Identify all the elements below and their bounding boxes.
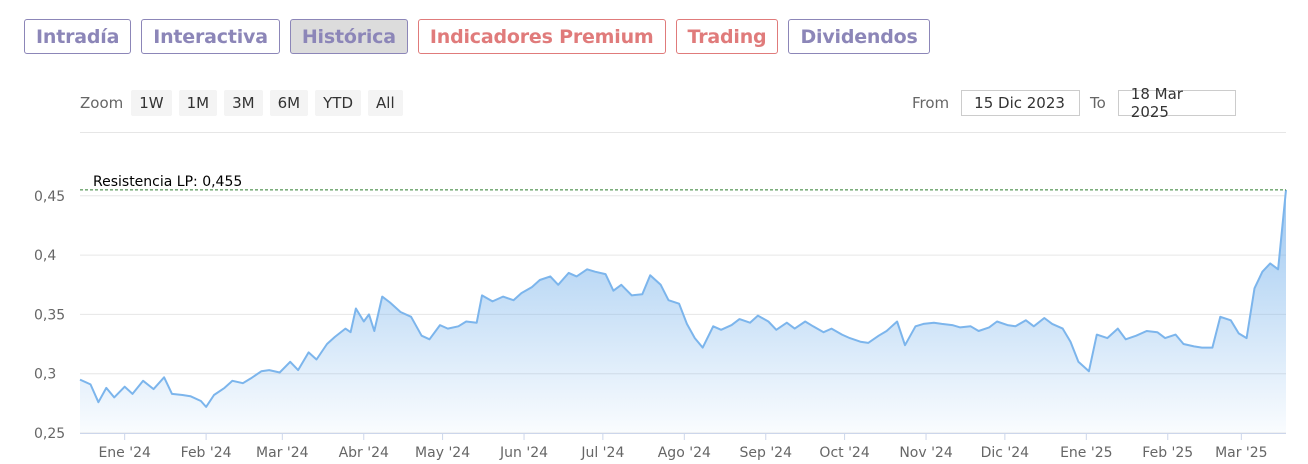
tab-indicadores-premium[interactable]: Indicadores Premium [417, 19, 666, 54]
zoom-1m-button[interactable]: 1M [178, 90, 218, 116]
x-tick-label: Ene '24 [98, 445, 151, 461]
x-tick-label: Mar '24 [256, 445, 309, 461]
tab-trading[interactable]: Trading [675, 19, 779, 54]
from-date-input[interactable]: 15 Dic 2023 [961, 90, 1081, 116]
tab-interactiva[interactable]: Interactiva [141, 19, 280, 54]
date-range-from: From 15 Dic 2023 [912, 90, 1081, 116]
tab-dividendos[interactable]: Dividendos [788, 19, 930, 54]
toolbar-divider [80, 132, 1286, 133]
x-tick-label: Ago '24 [658, 445, 711, 461]
price-line [79, 189, 1287, 408]
zoom-ytd-button[interactable]: YTD [315, 90, 362, 116]
x-tick-label: Sep '24 [740, 445, 793, 461]
zoom-label: Zoom [80, 94, 124, 112]
zoom-6m-button[interactable]: 6M [269, 90, 309, 116]
y-tick-label: 0,4 [34, 248, 56, 264]
tab-histórica[interactable]: Histórica [289, 19, 408, 54]
chart-view-tabs: Intradía Interactiva Histórica Indicadores … [24, 19, 930, 54]
x-tick-label: Oct '24 [819, 445, 869, 461]
price-area [80, 189, 1286, 433]
zoom-all-button[interactable]: All [368, 90, 403, 116]
tab-intradía[interactable]: Intradía [24, 19, 132, 54]
x-tick-label: Nov '24 [899, 445, 953, 461]
x-tick-label: Jun '24 [499, 445, 548, 461]
x-tick-label: Feb '24 [181, 445, 232, 461]
y-tick-label: 0,3 [34, 367, 56, 383]
zoom-1w-button[interactable]: 1W [131, 90, 172, 116]
x-tick-label: Ene '25 [1060, 445, 1112, 461]
zoom-3m-button[interactable]: 3M [224, 90, 263, 116]
x-tick-label: May '24 [415, 445, 470, 461]
y-tick-label: 0,25 [34, 426, 65, 442]
to-label: To [1090, 94, 1106, 112]
x-tick-label: Dic '24 [981, 445, 1030, 461]
resistance-label: Resistencia LP: 0,455 [93, 174, 242, 190]
x-tick-label: Feb '25 [1142, 445, 1193, 461]
y-tick-label: 0,45 [34, 189, 65, 205]
x-tick-label: Mar '25 [1215, 445, 1268, 461]
from-label: From [912, 94, 950, 112]
x-tick-label: Abr '24 [339, 445, 389, 461]
x-tick-label: Jul '24 [580, 445, 624, 461]
zoom-controls: Zoom 1W 1M 3M 6M YTD All [80, 90, 410, 116]
y-tick-label: 0,35 [34, 307, 65, 323]
